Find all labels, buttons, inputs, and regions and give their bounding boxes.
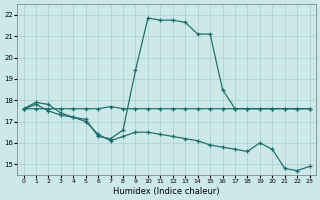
X-axis label: Humidex (Indice chaleur): Humidex (Indice chaleur) <box>113 187 220 196</box>
